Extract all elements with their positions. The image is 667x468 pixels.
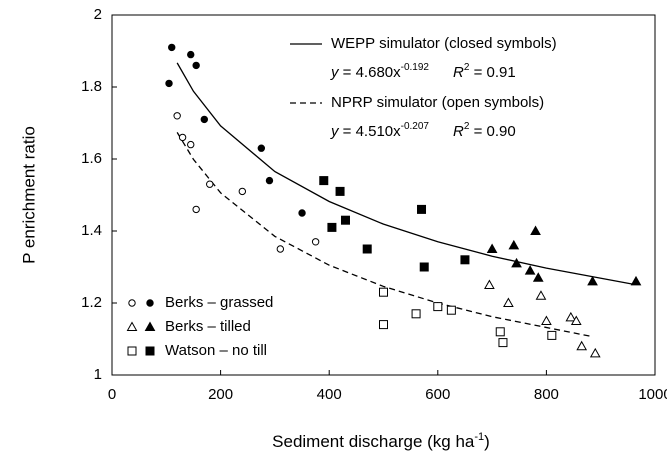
- point: [587, 275, 598, 286]
- fit-equation: y = 4.510x-0.207 R2 = 0.90: [330, 121, 516, 140]
- point: [498, 338, 508, 348]
- fit-name: WEPP simulator (closed symbols): [331, 35, 557, 52]
- y-tick-label: 1: [94, 366, 102, 383]
- eq-rexp: 2: [464, 62, 470, 73]
- point: [446, 305, 456, 315]
- point: [417, 204, 427, 214]
- point: [379, 320, 388, 330]
- point: [541, 315, 552, 325]
- eq-rval: = 0.90: [469, 123, 515, 140]
- y-tick-label: 1.8: [81, 78, 102, 95]
- legend-marker: [127, 346, 137, 356]
- point: [524, 265, 536, 275]
- point: [165, 79, 173, 88]
- point: [484, 279, 495, 289]
- point: [530, 225, 541, 235]
- point: [257, 144, 266, 152]
- point: [276, 245, 285, 253]
- y-tick-label: 1.4: [81, 222, 102, 239]
- point: [178, 133, 187, 142]
- point: [532, 272, 544, 282]
- point: [327, 222, 337, 232]
- fit-equation: y = 4.680x-0.192 R2 = 0.91: [330, 62, 516, 81]
- point: [589, 347, 601, 358]
- fit-name: NPRP simulator (open symbols): [331, 94, 544, 111]
- point: [535, 290, 547, 300]
- point: [565, 311, 577, 322]
- point: [187, 140, 195, 149]
- point: [192, 61, 200, 70]
- point: [335, 186, 345, 196]
- point: [460, 255, 470, 265]
- point: [576, 340, 588, 351]
- point: [503, 297, 514, 307]
- eq-rhs: = 4.680x: [339, 64, 402, 81]
- legend-marker: [128, 299, 136, 307]
- point: [486, 243, 498, 253]
- legend-label: Watson – no till: [165, 342, 267, 359]
- point: [379, 287, 388, 297]
- eq-lhs: y: [330, 123, 340, 140]
- x-tick-label: 600: [425, 386, 450, 403]
- point: [298, 209, 306, 217]
- y-tick-label: 1.6: [81, 150, 102, 167]
- legend-marker: [145, 346, 155, 356]
- fit-curve: [176, 132, 590, 337]
- legend-marker: [144, 321, 156, 331]
- x-tick-label: 1000: [638, 386, 667, 403]
- point: [362, 244, 372, 254]
- point: [187, 50, 195, 59]
- point: [570, 315, 582, 325]
- point: [265, 176, 274, 185]
- point: [419, 262, 429, 272]
- point: [200, 115, 209, 124]
- eq-rhs: = 4.510x: [339, 123, 402, 140]
- eq-r: R: [453, 123, 464, 140]
- eq-rexp: 2: [464, 121, 470, 132]
- x-axis-title-text: Sediment discharge (kg ha: [272, 432, 475, 451]
- y-tick-label: 1.2: [81, 294, 102, 311]
- legend-label: Berks – grassed: [165, 294, 273, 311]
- point: [630, 275, 642, 286]
- x-axis-title-close: ): [484, 432, 490, 451]
- point: [238, 187, 247, 196]
- legend-label: Berks – tilled: [165, 318, 251, 335]
- point: [168, 43, 176, 52]
- x-axis-title-sup: -1: [474, 431, 484, 443]
- point: [411, 309, 421, 319]
- point: [511, 257, 522, 268]
- x-tick-label: 200: [208, 386, 233, 403]
- point: [495, 327, 505, 337]
- point: [319, 176, 329, 186]
- eq-rval: = 0.91: [469, 64, 515, 81]
- legend-marker: [146, 299, 154, 307]
- point: [311, 238, 320, 246]
- x-axis-title: Sediment discharge (kg ha-1): [272, 431, 490, 452]
- point: [340, 215, 350, 225]
- point: [433, 302, 443, 312]
- plot-frame: [111, 14, 656, 376]
- fit-curve: [176, 62, 634, 285]
- point: [206, 180, 214, 188]
- eq-exp: -0.207: [401, 121, 430, 132]
- eq-r: R: [453, 64, 464, 81]
- x-tick-label: 800: [534, 386, 559, 403]
- eq-exp: -0.192: [401, 62, 430, 73]
- point: [173, 112, 181, 120]
- point: [547, 330, 557, 340]
- legend-marker: [126, 321, 138, 331]
- x-tick-label: 400: [317, 386, 342, 403]
- y-tick-label: 2: [94, 6, 102, 23]
- y-axis-title: P enrichment ratio: [19, 126, 38, 264]
- point: [192, 205, 200, 214]
- eq-lhs: y: [330, 64, 340, 81]
- x-tick-label: 0: [108, 386, 116, 403]
- point: [508, 239, 520, 250]
